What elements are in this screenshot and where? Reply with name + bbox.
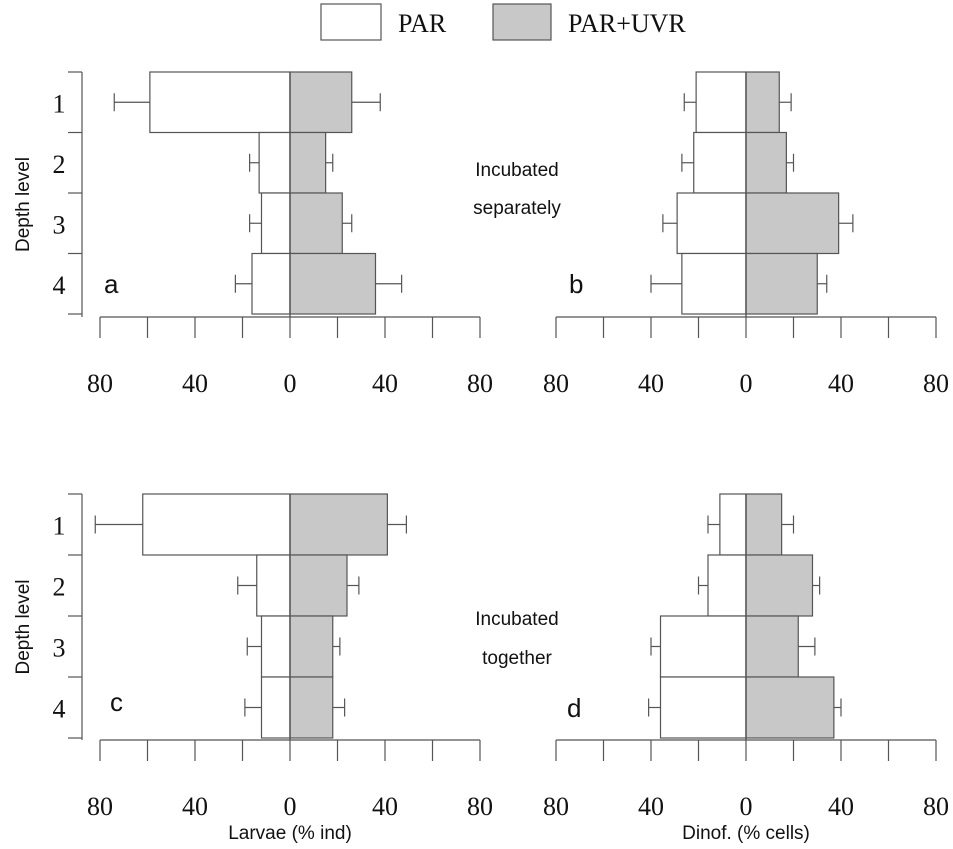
y-tick-label: 3 xyxy=(53,210,66,239)
x-tick-label: 0 xyxy=(284,792,297,821)
x-tick-label: 80 xyxy=(543,792,569,821)
legend-swatch-par-uvr xyxy=(492,3,552,41)
bar-par-uvr xyxy=(745,554,814,617)
bar-par-uvr xyxy=(289,131,327,194)
x-axis-title: Dinof. (% cells) xyxy=(682,823,810,844)
annotation-bottom-line-2: together xyxy=(482,648,552,669)
bar-par xyxy=(260,192,291,255)
bar-par xyxy=(719,493,747,556)
bar-par-uvr xyxy=(745,676,835,739)
x-tick-label: 40 xyxy=(828,792,854,821)
annotation-top-line-1: Incubated xyxy=(475,160,558,181)
x-tick-label: 80 xyxy=(923,792,949,821)
annotation-top-line-2: separately xyxy=(473,198,561,219)
legend-label-par-uvr: PAR+UVR xyxy=(568,9,686,38)
x-tick-label: 0 xyxy=(740,369,753,398)
x-tick-label: 40 xyxy=(372,369,398,398)
y-tick-label: 2 xyxy=(53,573,66,602)
bar-par-uvr xyxy=(289,676,334,739)
x-tick-label: 40 xyxy=(638,792,664,821)
bar-par xyxy=(659,676,747,739)
panel-letter: c xyxy=(110,687,123,717)
bar-par-uvr xyxy=(745,493,783,556)
legend-swatch-par xyxy=(320,3,382,41)
x-tick-label: 0 xyxy=(284,369,297,398)
x-tick-label: 80 xyxy=(87,792,113,821)
bar-par-uvr xyxy=(289,192,343,255)
bar-par xyxy=(260,676,291,739)
bar-par xyxy=(659,615,747,678)
y-tick-label: 1 xyxy=(53,89,66,118)
bar-par-uvr xyxy=(745,615,799,678)
panel-letter: b xyxy=(569,269,583,299)
bar-par xyxy=(258,131,291,194)
bar-par xyxy=(260,615,291,678)
bar-par xyxy=(707,554,747,617)
bar-par-uvr xyxy=(745,131,787,194)
x-tick-label: 80 xyxy=(467,792,493,821)
x-tick-label: 40 xyxy=(638,369,664,398)
bar-par xyxy=(693,131,747,194)
panel-d: 80 40 0 40 80 d Dinof. (% cells) xyxy=(543,493,949,844)
x-tick-label: 40 xyxy=(828,369,854,398)
bar-par xyxy=(256,554,291,617)
annotation-bottom-line-1: Incubated xyxy=(475,609,558,630)
bar-par xyxy=(142,493,291,556)
x-tick-label: 40 xyxy=(182,792,208,821)
bar-par xyxy=(251,252,291,315)
panel-b: 80 40 0 40 80 b xyxy=(543,71,949,398)
bar-par-uvr xyxy=(289,71,353,134)
panel-a: 80 40 0 40 80 1 2 3 4 Depth level a xyxy=(13,71,493,398)
x-tick-label: 0 xyxy=(740,792,753,821)
bar-par xyxy=(695,71,747,134)
bar-par-uvr xyxy=(289,615,334,678)
x-tick-label: 80 xyxy=(543,369,569,398)
bar-par-uvr xyxy=(745,252,818,315)
y-tick-label: 4 xyxy=(53,271,66,300)
bar-par-uvr xyxy=(289,554,348,617)
y-tick-label: 1 xyxy=(53,512,66,541)
x-tick-label: 80 xyxy=(923,369,949,398)
x-tick-label: 80 xyxy=(467,369,493,398)
bar-par-uvr xyxy=(289,493,388,556)
x-tick-label: 80 xyxy=(87,369,113,398)
panel-letter: d xyxy=(567,693,581,723)
y-tick-label: 4 xyxy=(53,695,66,724)
y-tick-label: 3 xyxy=(53,634,66,663)
bar-par xyxy=(681,252,747,315)
legend: PAR PAR+UVR xyxy=(320,3,686,41)
bar-par xyxy=(676,192,747,255)
y-axis-title: Depth level xyxy=(13,157,34,252)
bar-par xyxy=(149,71,291,134)
x-tick-label: 40 xyxy=(372,792,398,821)
annotation-incubated-together: Incubated together xyxy=(475,609,558,669)
legend-label-par: PAR xyxy=(398,9,447,38)
bar-par-uvr xyxy=(289,252,377,315)
panel-letter: a xyxy=(104,269,119,299)
y-tick-label: 2 xyxy=(53,150,66,179)
x-axis-title: Larvae (% ind) xyxy=(228,823,352,844)
y-axis-title: Depth level xyxy=(13,579,34,674)
panel-c: 80 40 0 40 80 1 2 3 4 Depth level c Larvae (% ind) xyxy=(13,493,493,844)
annotation-incubated-separately: Incubated separately xyxy=(473,160,561,219)
bar-par-uvr xyxy=(745,71,780,134)
bar-par-uvr xyxy=(745,192,840,255)
x-tick-label: 40 xyxy=(182,369,208,398)
